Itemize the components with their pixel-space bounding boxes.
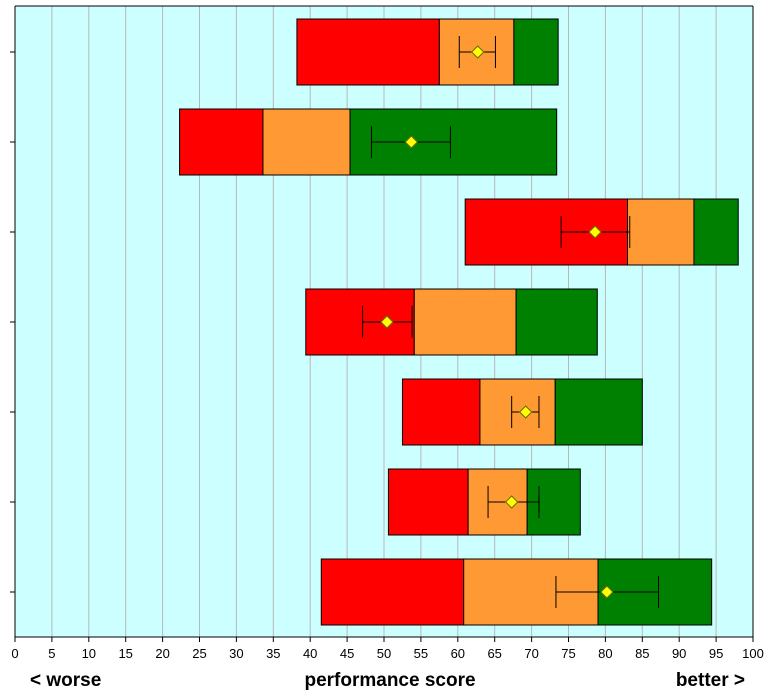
x-tick-label: 25 <box>192 646 206 661</box>
bar-segment-high <box>515 288 598 356</box>
x-tick-label: 75 <box>561 646 575 661</box>
score-marker <box>600 585 614 599</box>
bar-segment-low <box>296 18 440 86</box>
x-tick-labels: 0 5 10 15 20 25 30 35 40 45 50 55 60 65 70 75 80 85 90 95 10… <box>11 646 763 661</box>
x-tick-label: 65 <box>487 646 501 661</box>
x-tick-label: 30 <box>229 646 243 661</box>
bar-segment-mid <box>438 18 515 86</box>
x-tick-label: 45 <box>340 646 354 661</box>
bar-segment-mid <box>262 108 351 176</box>
bar-segment-mid <box>413 288 517 356</box>
score-marker <box>504 495 519 509</box>
bar-segment-low <box>387 468 469 536</box>
x-tick-label: 55 <box>414 646 428 661</box>
bar-segment-high <box>349 108 558 176</box>
x-tick-label: 20 <box>155 646 169 661</box>
x-tick-label: 10 <box>82 646 96 661</box>
bar-segment-low <box>179 108 264 176</box>
x-tick-label: 70 <box>524 646 538 661</box>
x-tick-label: 95 <box>709 646 723 661</box>
axis-title: performance score <box>304 670 476 691</box>
x-tick-label: 40 <box>303 646 317 661</box>
x-tick-label: 5 <box>48 646 55 661</box>
better-label: better > <box>675 670 745 691</box>
score-marker <box>380 315 394 329</box>
x-tick-label: 60 <box>451 646 465 661</box>
x-tick-label: 35 <box>266 646 280 661</box>
x-tick-label: 100 <box>742 646 764 661</box>
score-marker <box>518 405 533 419</box>
x-tick-label: 80 <box>598 646 612 661</box>
bar-segment-high <box>513 18 559 86</box>
bar-segment-low <box>320 558 465 626</box>
bar-segment-low <box>401 378 481 446</box>
bar-segment-high <box>693 198 739 266</box>
bar-segment-mid <box>627 198 695 266</box>
score-marker <box>588 225 602 239</box>
score-marker <box>471 45 485 59</box>
score-marker <box>404 135 419 149</box>
x-tick-label: 50 <box>377 646 391 661</box>
worse-label: < worse <box>30 670 102 691</box>
x-tick-label: 15 <box>118 646 132 661</box>
x-tick-label: 0 <box>11 646 18 661</box>
axes <box>10 5 754 642</box>
x-tick-label: 90 <box>672 646 686 661</box>
score-markers <box>380 45 614 599</box>
bar-segment-high <box>554 378 643 446</box>
x-tick-label: 85 <box>635 646 649 661</box>
